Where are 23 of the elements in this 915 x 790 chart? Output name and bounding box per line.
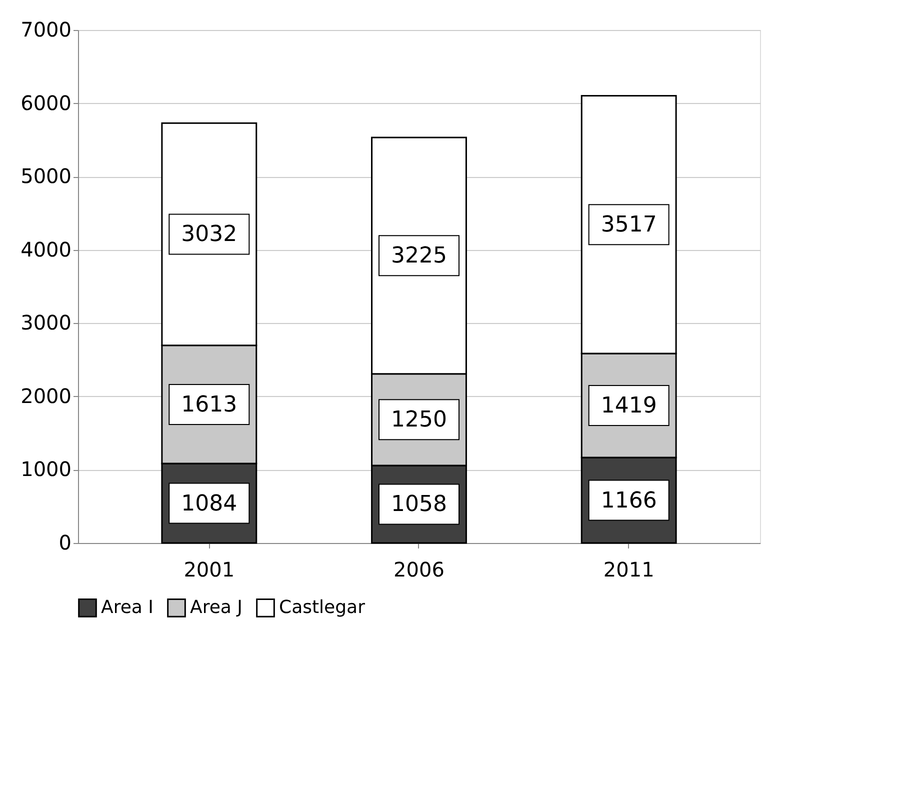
data-label: 1058 — [391, 492, 447, 518]
data-label: 1250 — [391, 408, 447, 433]
y-tick-label: 7000 — [20, 18, 72, 42]
data-label: 3517 — [600, 212, 657, 238]
y-tick-label: 6000 — [20, 90, 72, 115]
data-label: 3225 — [391, 244, 447, 269]
y-tick-label: 3000 — [20, 310, 72, 335]
legend-label: Area I — [101, 596, 154, 618]
y-tick-label: 0 — [58, 530, 72, 554]
data-label: 1613 — [181, 392, 238, 418]
data-label: 1419 — [600, 394, 657, 419]
legend-label: Castlegar — [279, 596, 366, 618]
y-tick-label: 2000 — [20, 384, 72, 408]
data-label: 1166 — [600, 488, 657, 514]
y-tick-label: 4000 — [20, 237, 72, 262]
y-tick-label: 1000 — [20, 457, 72, 482]
legend-label: Area J — [190, 596, 242, 618]
y-tick-label: 5000 — [20, 164, 72, 188]
x-tick-label: 2001 — [184, 558, 235, 582]
data-label: 1084 — [181, 491, 238, 516]
data-label: 3032 — [181, 222, 238, 248]
x-tick-label: 2006 — [394, 558, 444, 582]
x-tick-label: 2011 — [603, 558, 654, 582]
